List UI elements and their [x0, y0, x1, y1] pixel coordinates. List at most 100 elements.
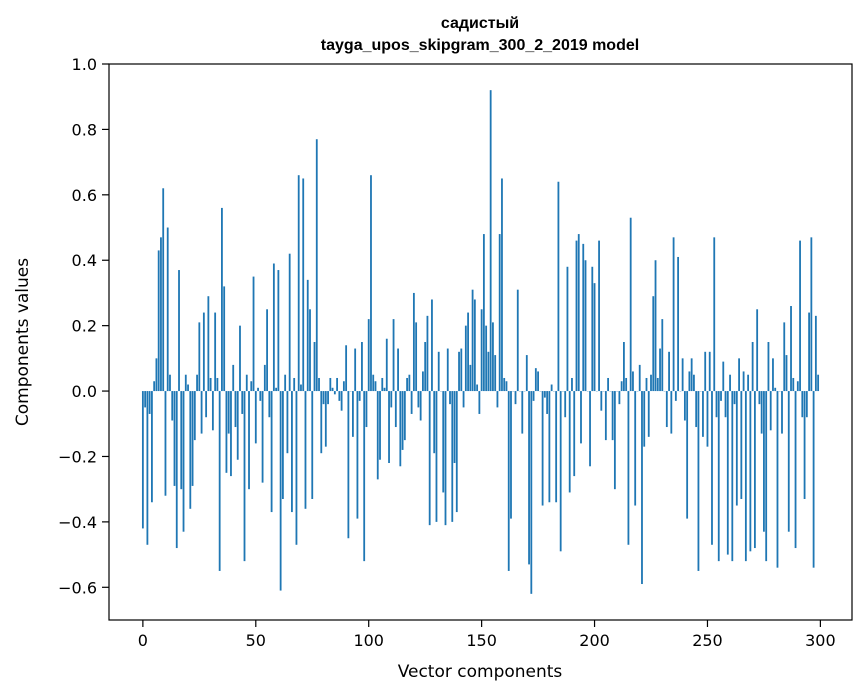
x-tick-label: 300 [805, 631, 836, 650]
bar [799, 240, 801, 392]
bar [232, 364, 235, 392]
bar [638, 364, 641, 392]
bar [589, 391, 591, 467]
bar [541, 391, 544, 506]
bar [444, 391, 447, 526]
y-tick-label: −0.4 [58, 513, 97, 532]
bar [376, 391, 379, 480]
y-tick-label: 0.6 [72, 186, 97, 205]
bar [774, 387, 777, 392]
bar [433, 391, 436, 454]
bar [336, 377, 338, 392]
x-tick-label: 250 [692, 631, 723, 650]
bar [284, 374, 287, 392]
bar [408, 374, 411, 392]
bar [196, 374, 198, 392]
bar [480, 309, 483, 392]
bar [767, 342, 770, 392]
bar [446, 348, 449, 392]
bar [329, 377, 332, 392]
bar [647, 391, 650, 437]
bar [449, 391, 451, 405]
bar [503, 377, 506, 392]
bar [141, 391, 144, 529]
bar [288, 253, 291, 392]
bar [749, 391, 752, 552]
bar [157, 250, 160, 392]
bar [322, 391, 325, 405]
bar [641, 391, 643, 585]
bar [776, 391, 779, 568]
plot-frame [108, 63, 853, 621]
bar [279, 391, 282, 591]
bar [677, 256, 680, 392]
bar [169, 374, 171, 392]
bar [223, 286, 226, 392]
bar [410, 391, 413, 414]
bar [738, 358, 740, 392]
bar [453, 391, 456, 464]
bar [575, 240, 578, 392]
bar [742, 371, 745, 392]
bar [200, 391, 203, 434]
y-tick-label: 0.4 [72, 251, 97, 270]
bar [704, 351, 707, 392]
bar [263, 364, 266, 392]
bar [281, 391, 284, 499]
bar [304, 391, 307, 509]
bar [790, 306, 792, 392]
bar [327, 391, 329, 405]
bar [148, 391, 151, 414]
bar [521, 391, 524, 434]
bar [390, 391, 393, 408]
bar [656, 377, 659, 392]
bar [668, 351, 670, 392]
bar [564, 391, 567, 418]
bar [311, 391, 314, 499]
bar [370, 175, 372, 392]
bar [482, 234, 485, 392]
bar [417, 391, 420, 408]
bar [492, 322, 494, 392]
bar [218, 391, 221, 571]
bar [654, 260, 657, 392]
bar [713, 237, 716, 392]
bar [415, 322, 418, 392]
bar [309, 309, 311, 392]
bar [785, 355, 788, 392]
bar [568, 391, 571, 493]
bar [726, 391, 729, 555]
bar [722, 361, 725, 392]
bar [543, 391, 546, 398]
bar [485, 325, 488, 392]
bar [153, 381, 156, 392]
bar [546, 391, 549, 414]
bar [555, 391, 558, 503]
bar [735, 391, 738, 506]
bar [320, 391, 323, 454]
bar [295, 391, 298, 545]
x-axis-ticks: 0 50 100 150 200 250 300 [138, 620, 836, 650]
bar [268, 391, 271, 418]
bar [765, 391, 768, 562]
bar [234, 391, 237, 428]
x-tick-label: 150 [466, 631, 497, 650]
bar [516, 289, 519, 392]
x-tick-label: 100 [353, 631, 384, 650]
bar [243, 391, 246, 562]
bar [591, 266, 594, 392]
bar [245, 374, 248, 392]
bar [794, 391, 797, 549]
bar [286, 391, 289, 454]
bar [275, 387, 278, 392]
bar [266, 309, 268, 392]
x-axis-label: Vector components [398, 662, 563, 682]
bar [711, 391, 713, 545]
bar [385, 338, 388, 392]
bar [496, 391, 499, 408]
bar [397, 348, 399, 392]
bar [530, 391, 533, 594]
bar [277, 270, 280, 392]
bar [476, 384, 479, 392]
